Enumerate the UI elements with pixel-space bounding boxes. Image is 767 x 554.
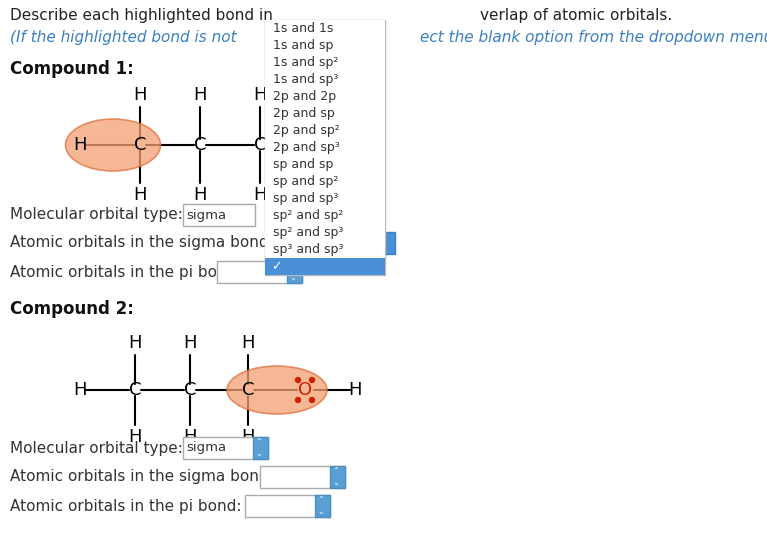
Bar [265, 190, 385, 207]
Ellipse shape [227, 366, 327, 414]
Text: H: H [242, 428, 255, 446]
Circle shape [310, 398, 314, 403]
Bar [265, 88, 385, 105]
Text: sp² and sp²: sp² and sp² [273, 209, 344, 222]
Text: ⌃
⌄: ⌃ ⌄ [289, 262, 296, 281]
Bar [217, 261, 302, 283]
Text: 1s and sp³: 1s and sp³ [273, 73, 338, 86]
Text: 2p and sp²: 2p and sp² [273, 124, 340, 137]
Text: ⌃
⌄: ⌃ ⌄ [317, 496, 324, 516]
Bar [265, 241, 385, 258]
Text: H: H [128, 334, 142, 352]
Text: (If the highlighted bond is not: (If the highlighted bond is not [10, 30, 237, 45]
Bar [183, 204, 255, 226]
Text: ect the blank option from the dropdown menu.): ect the blank option from the dropdown m… [420, 30, 767, 45]
Bar [330, 466, 345, 488]
Bar [265, 207, 385, 224]
Text: H: H [348, 381, 362, 399]
Text: Molecular orbital type:: Molecular orbital type: [10, 440, 183, 455]
Text: H: H [133, 186, 146, 204]
Text: Atomic orbitals in the sigma bond:: Atomic orbitals in the sigma bond: [10, 469, 274, 485]
Text: ✓: ✓ [271, 260, 281, 273]
Text: H: H [242, 334, 255, 352]
Ellipse shape [65, 119, 160, 171]
Text: sp³ and sp³: sp³ and sp³ [273, 243, 344, 256]
Text: Describe each highlighted bond in: Describe each highlighted bond in [10, 8, 273, 23]
Text: H: H [133, 86, 146, 104]
Bar [295, 232, 395, 254]
Text: sp and sp²: sp and sp² [273, 175, 338, 188]
Text: Compound 2:: Compound 2: [10, 300, 134, 318]
Text: H: H [193, 186, 207, 204]
Text: ✓: ✓ [300, 237, 311, 249]
Bar [265, 71, 385, 88]
Bar [265, 54, 385, 71]
Text: 2p and sp: 2p and sp [273, 107, 334, 120]
Text: H: H [253, 186, 267, 204]
Text: sp² and sp³: sp² and sp³ [273, 226, 344, 239]
Text: H: H [253, 86, 267, 104]
Bar [315, 495, 330, 517]
Bar [260, 466, 345, 488]
Text: 2p and sp³: 2p and sp³ [273, 141, 340, 154]
Text: C: C [242, 381, 254, 399]
Text: ⌃
⌄: ⌃ ⌄ [255, 438, 262, 458]
Text: ⌃
⌄: ⌃ ⌄ [332, 468, 339, 487]
Text: 1s and 1s: 1s and 1s [273, 22, 334, 35]
Text: H: H [128, 428, 142, 446]
Bar [183, 437, 268, 459]
Text: verlap of atomic orbitals.: verlap of atomic orbitals. [480, 8, 672, 23]
Bar [265, 122, 385, 139]
Text: Atomic orbitals in the pi bond:: Atomic orbitals in the pi bond: [10, 499, 242, 514]
Bar [245, 495, 330, 517]
Text: H: H [74, 381, 87, 399]
Bar [265, 139, 385, 156]
Bar [265, 156, 385, 173]
Text: sigma: sigma [186, 208, 226, 222]
Text: 1s and sp²: 1s and sp² [273, 56, 338, 69]
Circle shape [310, 377, 314, 382]
Text: Atomic orbitals in the sigma bond: Atomic orbitals in the sigma bond [10, 235, 268, 250]
Circle shape [295, 398, 301, 403]
Text: C: C [194, 136, 206, 154]
Text: O: O [298, 381, 312, 399]
Text: H: H [193, 86, 207, 104]
Bar [265, 173, 385, 190]
Text: H: H [74, 136, 87, 154]
Bar [287, 261, 302, 283]
Text: sigma: sigma [186, 442, 226, 454]
Text: C: C [129, 381, 141, 399]
Text: C: C [133, 136, 146, 154]
Bar [265, 224, 385, 241]
Text: Molecular orbital type:: Molecular orbital type: [10, 208, 183, 223]
Text: C: C [254, 136, 266, 154]
Bar [265, 258, 385, 275]
Bar [265, 20, 385, 275]
Bar [265, 20, 385, 37]
Text: 1s and sp: 1s and sp [273, 39, 334, 52]
Text: C: C [184, 381, 196, 399]
Bar [265, 105, 385, 122]
Circle shape [295, 377, 301, 382]
Text: H: H [183, 334, 197, 352]
Text: H: H [183, 428, 197, 446]
Text: sp and sp³: sp and sp³ [273, 192, 338, 205]
Text: Atomic orbitals in the pi bond:: Atomic orbitals in the pi bond: [10, 264, 242, 280]
Bar [265, 37, 385, 54]
Text: Compound 1:: Compound 1: [10, 60, 133, 78]
Text: 2p and 2p: 2p and 2p [273, 90, 336, 103]
Bar [253, 437, 268, 459]
Text: sp and sp: sp and sp [273, 158, 334, 171]
